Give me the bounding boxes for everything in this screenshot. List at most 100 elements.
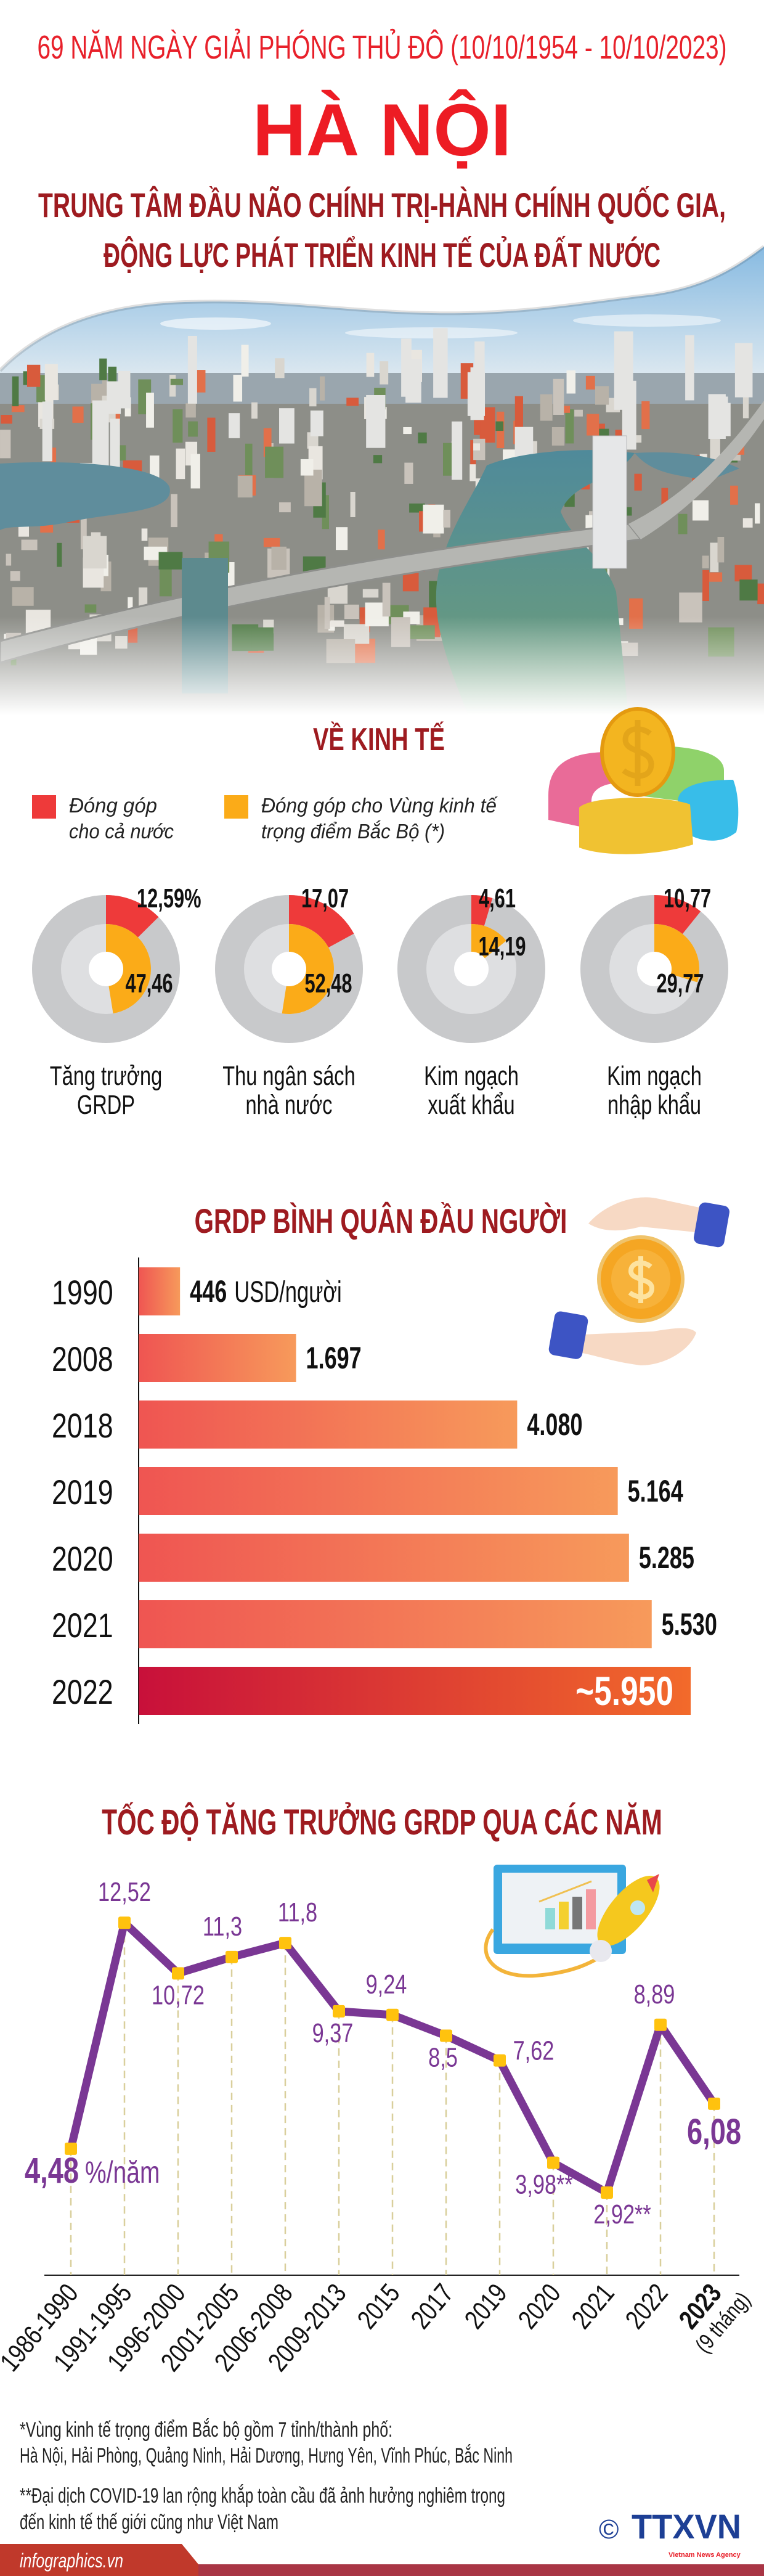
building — [380, 361, 389, 385]
data-label: 8,89 — [634, 1979, 675, 2010]
building — [12, 376, 19, 407]
copyright-symbol: © — [599, 2514, 619, 2545]
high-rise — [467, 372, 486, 416]
donut-region-slice — [471, 924, 506, 959]
building — [271, 546, 286, 570]
subtitle-line-2: ĐỘNG LỰC PHÁT TRIỂN KINH TẾ CỦA ĐẤT NƯỚC — [104, 235, 660, 274]
donut-region-label: 14,19 — [478, 931, 526, 962]
donut-national-label: 4,61 — [479, 883, 516, 914]
donut-hole — [454, 952, 489, 986]
building — [344, 604, 359, 619]
cloud — [345, 327, 518, 338]
donut-category-label: Kim ngạch — [424, 1061, 519, 1091]
building — [587, 414, 599, 436]
high-rise — [708, 394, 726, 440]
building — [553, 378, 564, 415]
building — [207, 417, 216, 452]
building — [150, 455, 160, 478]
donut-national-label: 17,07 — [301, 883, 349, 914]
building — [366, 353, 375, 377]
donut-hole — [637, 952, 672, 986]
data-label: 6,08 — [687, 2112, 741, 2152]
building — [279, 502, 291, 513]
unit-label: %/năm — [85, 2155, 160, 2190]
bar-2022 — [139, 1667, 691, 1715]
bar-year-label: 1990 — [52, 1273, 113, 1312]
building — [102, 374, 108, 404]
building — [57, 542, 62, 567]
x-tick-label: 2021 — [566, 2278, 620, 2334]
building — [185, 403, 196, 418]
building — [245, 443, 253, 478]
building — [641, 401, 650, 430]
high-rise — [366, 395, 386, 448]
building — [26, 364, 41, 387]
donut-region-label: 47,46 — [125, 968, 173, 999]
data-marker — [386, 2008, 399, 2021]
building — [173, 409, 183, 443]
donut-category-label: nhà nước — [246, 1090, 333, 1120]
building — [176, 448, 185, 480]
building — [418, 432, 427, 444]
building — [551, 427, 565, 446]
building — [11, 405, 25, 412]
bar-2019 — [139, 1467, 618, 1515]
building — [495, 421, 504, 431]
building — [304, 469, 322, 507]
tower-building — [592, 435, 627, 569]
wave-shadow — [0, 245, 764, 372]
building — [473, 443, 481, 451]
data-marker — [118, 1916, 131, 1929]
bar-1990 — [139, 1267, 181, 1315]
data-label: 2,92** — [593, 2199, 651, 2230]
building — [83, 536, 107, 569]
donut-national-slice — [654, 895, 701, 934]
building — [474, 419, 481, 435]
lake-left — [0, 462, 170, 530]
legend-national-line1: Đóng góp — [69, 794, 157, 817]
building — [141, 528, 148, 541]
footnote-2-line-1: **Đại dịch COVID-19 lan rộng khắp toàn c… — [20, 2484, 505, 2508]
legend-region-line2: trọng điểm Bắc Bộ (*) — [261, 820, 445, 843]
building — [373, 455, 383, 464]
building — [190, 454, 200, 489]
building — [634, 473, 642, 491]
building — [585, 375, 595, 390]
building — [44, 364, 58, 401]
bar-year-label: 2018 — [52, 1406, 113, 1445]
building — [237, 475, 253, 498]
donut-category-label: xuất khẩu — [428, 1090, 514, 1120]
footer-site-link[interactable]: infographics.vn — [20, 2549, 123, 2572]
building — [350, 491, 356, 517]
cloud — [573, 314, 721, 327]
data-marker — [708, 2097, 720, 2110]
donut-region-label: 29,77 — [656, 968, 704, 999]
data-marker — [172, 1967, 184, 1980]
legend-national-line2: cho cả nước — [69, 820, 174, 843]
donut-category-label: Tăng trưởng — [50, 1061, 163, 1091]
x-tick-group: 2015 — [352, 2278, 406, 2334]
building — [378, 530, 385, 550]
building — [540, 394, 553, 421]
building — [717, 536, 725, 563]
data-label: 11,3 — [203, 1912, 242, 1942]
bar-value-label: 446 — [190, 1274, 227, 1309]
high-rise — [685, 335, 694, 401]
building — [275, 358, 285, 378]
bar-year-label: 2019 — [52, 1473, 113, 1511]
building — [634, 435, 642, 443]
building — [514, 396, 523, 427]
high-rise — [107, 381, 121, 414]
donut-category-label: Kim ngạch — [607, 1061, 702, 1091]
high-rise — [118, 370, 131, 409]
building — [423, 504, 444, 534]
bar-chart-title: GRDP BÌNH QUÂN ĐẦU NGƯỜI — [195, 1201, 567, 1240]
donut-national-slice — [289, 895, 354, 948]
economy-section-title: VỀ KINH TẾ — [313, 721, 445, 758]
x-tick-label: 2019 — [459, 2278, 513, 2334]
donut-national-slice — [471, 895, 493, 926]
building — [443, 443, 453, 476]
donut-category-label: GRDP — [77, 1090, 135, 1120]
building — [755, 503, 760, 524]
